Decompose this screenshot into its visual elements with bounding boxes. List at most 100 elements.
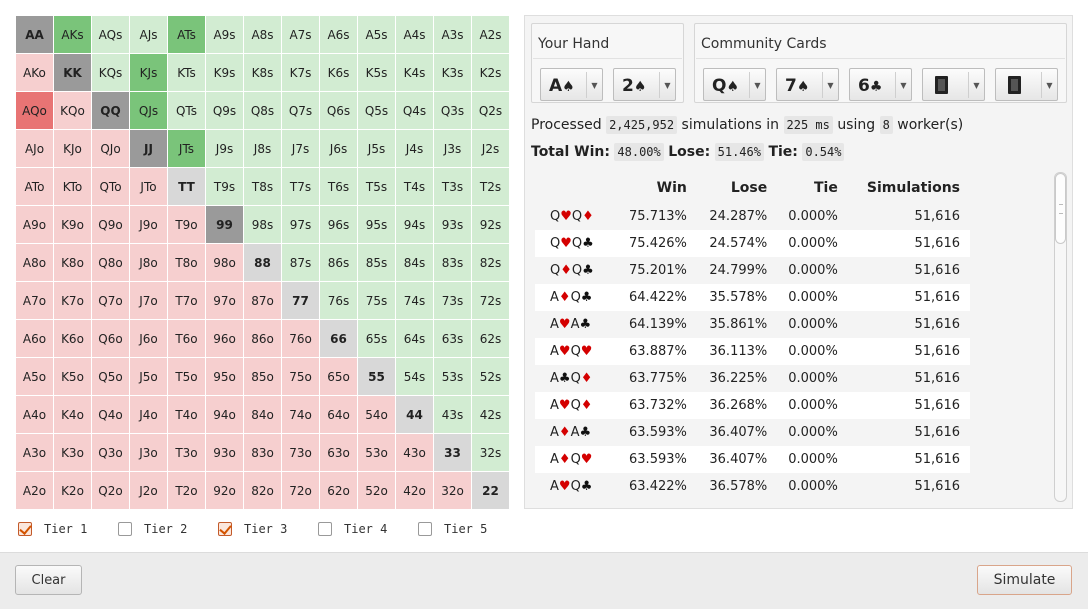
hand-cell[interactable]: 74o (282, 396, 320, 434)
table-row[interactable]: Q♥Q♦ 75.713% 24.287% 0.000% 51,616 (535, 203, 970, 230)
chevron-down-icon[interactable]: ▼ (1041, 72, 1057, 98)
hand-cell[interactable]: ATo (16, 168, 54, 206)
hand-cell[interactable]: K5s (358, 54, 396, 92)
hand-cell[interactable]: K9s (206, 54, 244, 92)
hand-cell[interactable]: 22 (472, 472, 510, 510)
hand-cell[interactable]: 84o (244, 396, 282, 434)
hand-cell[interactable]: K6o (54, 320, 92, 358)
hand-cell[interactable]: JTs (168, 130, 206, 168)
tier-checkbox-5[interactable]: Tier 5 (418, 522, 487, 536)
hand-cell[interactable]: T4s (396, 168, 434, 206)
hand-cell[interactable]: 32o (434, 472, 472, 510)
hand-cell[interactable]: Q8s (244, 92, 282, 130)
hand-cell[interactable]: 88 (244, 244, 282, 282)
hand-cell[interactable]: 64o (320, 396, 358, 434)
hand-cell[interactable]: 64s (396, 320, 434, 358)
hand-cell[interactable]: K4o (54, 396, 92, 434)
chevron-down-icon[interactable]: ▼ (659, 72, 675, 98)
hand-cell[interactable]: T6o (168, 320, 206, 358)
hand-cell[interactable]: AKs (54, 16, 92, 54)
hand-cell[interactable]: 62s (472, 320, 510, 358)
hand-cell[interactable]: 73s (434, 282, 472, 320)
hand-cell[interactable]: 53s (434, 358, 472, 396)
hand-cell[interactable]: J2o (130, 472, 168, 510)
tier-checkbox-1[interactable]: Tier 1 (18, 522, 87, 536)
chevron-down-icon[interactable]: ▼ (749, 72, 765, 98)
hand-cell[interactable]: ATs (168, 16, 206, 54)
chevron-down-icon[interactable]: ▼ (586, 72, 602, 98)
checkbox-icon[interactable] (418, 522, 432, 536)
hand-cell[interactable]: AQo (16, 92, 54, 130)
hand-cell[interactable]: 86o (244, 320, 282, 358)
hand-cell[interactable]: T5o (168, 358, 206, 396)
hand-cell[interactable]: 65s (358, 320, 396, 358)
hand-cell[interactable]: J7s (282, 130, 320, 168)
checkbox-icon[interactable] (318, 522, 332, 536)
hand-cell[interactable]: 63s (434, 320, 472, 358)
hand-cell[interactable]: J8s (244, 130, 282, 168)
hand-cell[interactable]: J7o (130, 282, 168, 320)
hand-cell[interactable]: 87s (282, 244, 320, 282)
hand-cell[interactable]: T9s (206, 168, 244, 206)
hand-cell[interactable]: T3s (434, 168, 472, 206)
table-row[interactable]: A♦A♣ 63.593% 36.407% 0.000% 51,616 (535, 419, 970, 446)
hand-cell[interactable]: Q2s (472, 92, 510, 130)
hand-cell[interactable]: T5s (358, 168, 396, 206)
hand-cell[interactable]: KJs (130, 54, 168, 92)
table-row[interactable]: Q♥Q♣ 75.426% 24.574% 0.000% 51,616 (535, 230, 970, 257)
table-row[interactable]: Q♦Q♣ 75.201% 24.799% 0.000% 51,616 (535, 257, 970, 284)
hand-cell[interactable]: J5o (130, 358, 168, 396)
hand-cell[interactable]: AJo (16, 130, 54, 168)
hand-cell[interactable]: K2s (472, 54, 510, 92)
column-header[interactable]: Tie (813, 180, 838, 196)
checkbox-icon[interactable] (18, 522, 32, 536)
hand-cell[interactable]: 83s (434, 244, 472, 282)
community-card-select-5[interactable]: ▼ (995, 68, 1058, 101)
hand-cell[interactable]: 86s (320, 244, 358, 282)
checkbox-icon[interactable] (218, 522, 232, 536)
hand-cell[interactable]: 54s (396, 358, 434, 396)
hand-cell[interactable]: 85o (244, 358, 282, 396)
hand-cell[interactable]: 72o (282, 472, 320, 510)
chevron-down-icon[interactable]: ▼ (895, 72, 911, 98)
hand-cell[interactable]: A3s (434, 16, 472, 54)
column-header[interactable]: Lose (730, 180, 768, 196)
hand-cell[interactable]: 84s (396, 244, 434, 282)
hand-cell[interactable]: 95o (206, 358, 244, 396)
hand-cell[interactable]: A6s (320, 16, 358, 54)
hand-cell[interactable]: A8o (16, 244, 54, 282)
community-card-select-2[interactable]: 7♠ ▼ (776, 68, 839, 101)
hand-cell[interactable]: Q7o (92, 282, 130, 320)
hand-cell[interactable]: A8s (244, 16, 282, 54)
hand-cell[interactable]: 96o (206, 320, 244, 358)
results-scrollbar[interactable] (1054, 172, 1067, 502)
tier-checkbox-3[interactable]: Tier 3 (218, 522, 287, 536)
hand-cell[interactable]: 43o (396, 434, 434, 472)
hand-cell[interactable]: TT (168, 168, 206, 206)
hand-cell[interactable]: K4s (396, 54, 434, 92)
hand-cell[interactable]: 52s (472, 358, 510, 396)
hand-cell[interactable]: A9o (16, 206, 54, 244)
hand-cell[interactable]: 83o (244, 434, 282, 472)
hand-cell[interactable]: J9o (130, 206, 168, 244)
hand-cell[interactable]: Q5s (358, 92, 396, 130)
hand-card-select-1[interactable]: A♠ ▼ (540, 68, 603, 101)
hand-cell[interactable]: 54o (358, 396, 396, 434)
table-row[interactable]: A♣Q♦ 63.775% 36.225% 0.000% 51,616 (535, 365, 970, 392)
hand-cell[interactable]: A6o (16, 320, 54, 358)
hand-cell[interactable]: 75o (282, 358, 320, 396)
chevron-down-icon[interactable]: ▼ (822, 72, 838, 98)
hand-cell[interactable]: 97o (206, 282, 244, 320)
hand-cell[interactable]: J6s (320, 130, 358, 168)
hand-cell[interactable]: 99 (206, 206, 244, 244)
hand-cell[interactable]: 76s (320, 282, 358, 320)
hand-cell[interactable]: 55 (358, 358, 396, 396)
community-card-select-3[interactable]: 6♣ ▼ (849, 68, 912, 101)
hand-cell[interactable]: 42o (396, 472, 434, 510)
hand-cell[interactable]: K9o (54, 206, 92, 244)
hand-cell[interactable]: T9o (168, 206, 206, 244)
hand-cell[interactable]: 97s (282, 206, 320, 244)
hand-cell[interactable]: QTs (168, 92, 206, 130)
hand-cell[interactable]: T3o (168, 434, 206, 472)
hand-cell[interactable]: Q6o (92, 320, 130, 358)
